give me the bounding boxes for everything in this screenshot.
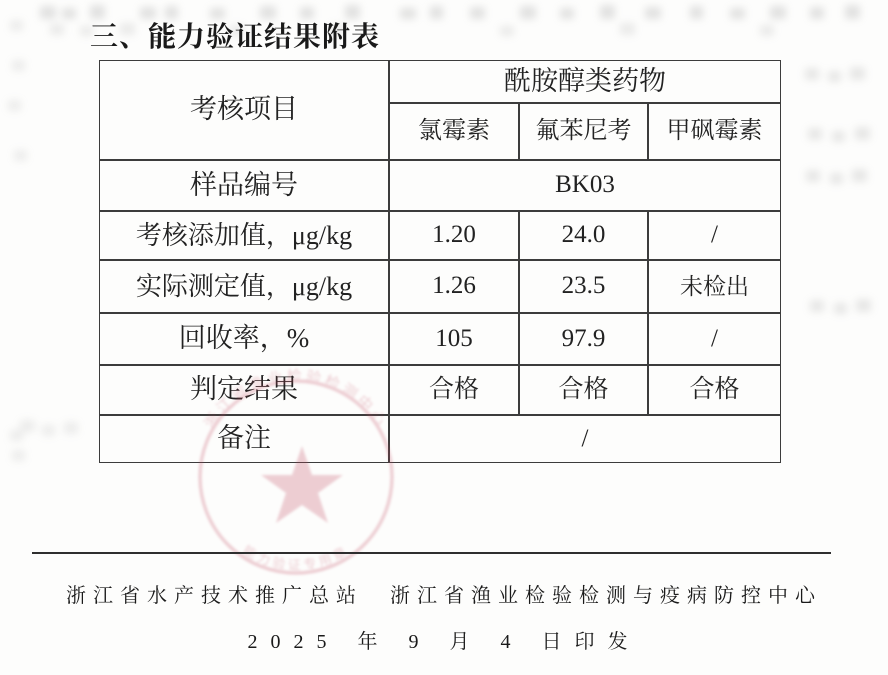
svg-text:能力验证专用章: 能力验证专用章 (240, 543, 351, 573)
svg-text:浙江省渔业检验检测中心: 浙江省渔业检验检测中心 (201, 368, 390, 432)
